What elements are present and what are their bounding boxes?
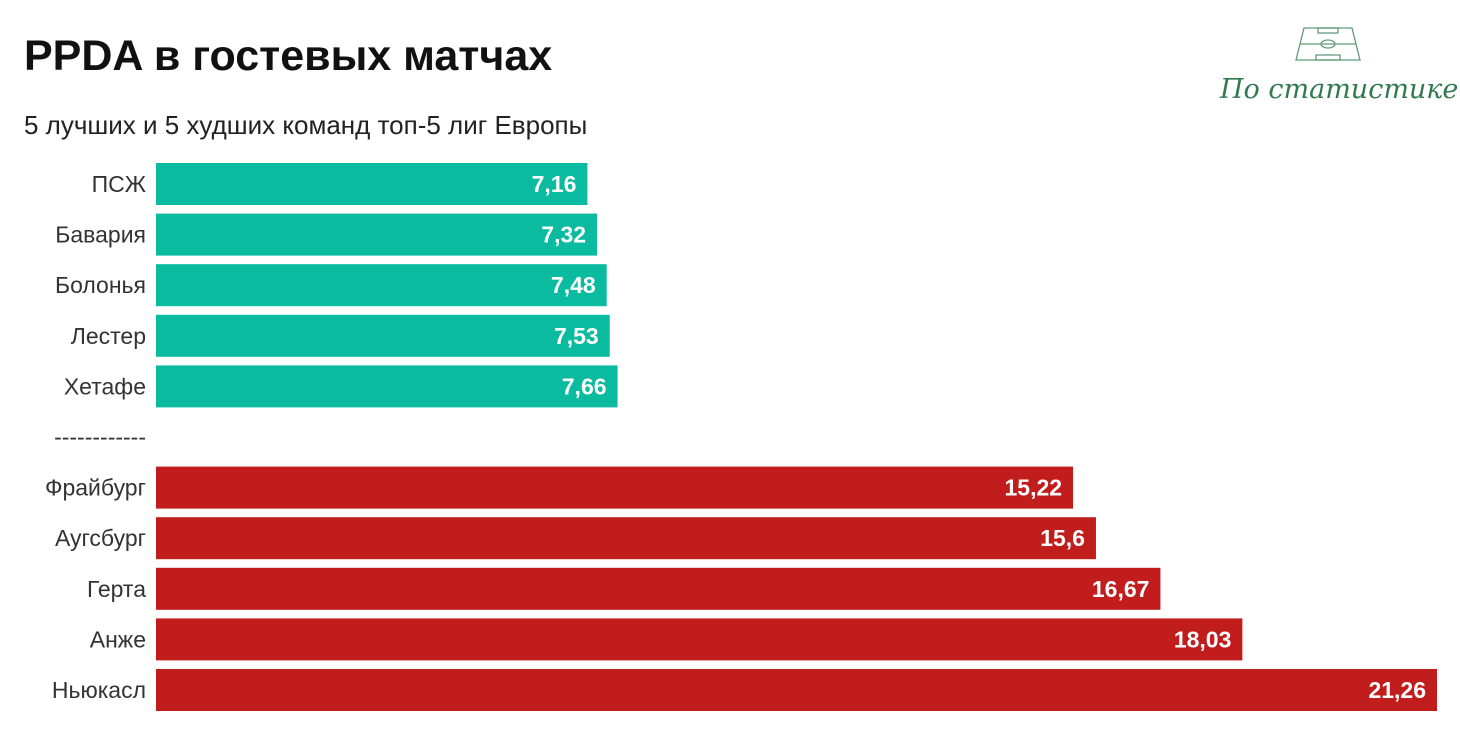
brand-logo-text: По статистике (1220, 74, 1459, 105)
bar (156, 264, 607, 307)
category-label: Бавария (55, 222, 146, 248)
bar (156, 669, 1437, 711)
bar (156, 466, 1074, 509)
data-label: 21,26 (1368, 677, 1426, 703)
data-label: 7,32 (541, 222, 586, 248)
category-label: Фрайбург (45, 475, 146, 501)
bar (156, 365, 618, 408)
data-label: 7,48 (551, 272, 596, 298)
group-separator: ------------ (54, 424, 146, 450)
bar (156, 213, 598, 256)
bar (156, 517, 1096, 560)
data-label: 16,67 (1092, 576, 1150, 602)
category-label: Хетафе (64, 373, 146, 399)
data-label: 15,22 (1005, 475, 1063, 501)
bar (156, 163, 588, 205)
bar (156, 314, 610, 357)
bar (156, 618, 1243, 661)
data-label: 15,6 (1040, 525, 1085, 551)
category-label: Болонья (55, 272, 146, 298)
chart-subtitle: 5 лучших и 5 худших команд топ-5 лиг Евр… (24, 110, 588, 140)
chart-title: PPDA в гостевых матчах (24, 32, 553, 80)
data-label: 7,66 (562, 373, 607, 399)
category-label: Ньюкасл (52, 677, 146, 703)
data-label: 7,53 (554, 323, 599, 349)
category-label: ПСЖ (92, 171, 146, 197)
category-label: Лестер (71, 323, 146, 349)
category-label: Анже (90, 626, 146, 652)
data-label: 18,03 (1174, 626, 1232, 652)
data-label: 7,16 (532, 171, 577, 197)
category-label: Герта (87, 576, 146, 602)
bar (156, 567, 1161, 610)
category-label: Аугсбург (55, 525, 146, 551)
football-pitch-icon (1295, 27, 1361, 61)
